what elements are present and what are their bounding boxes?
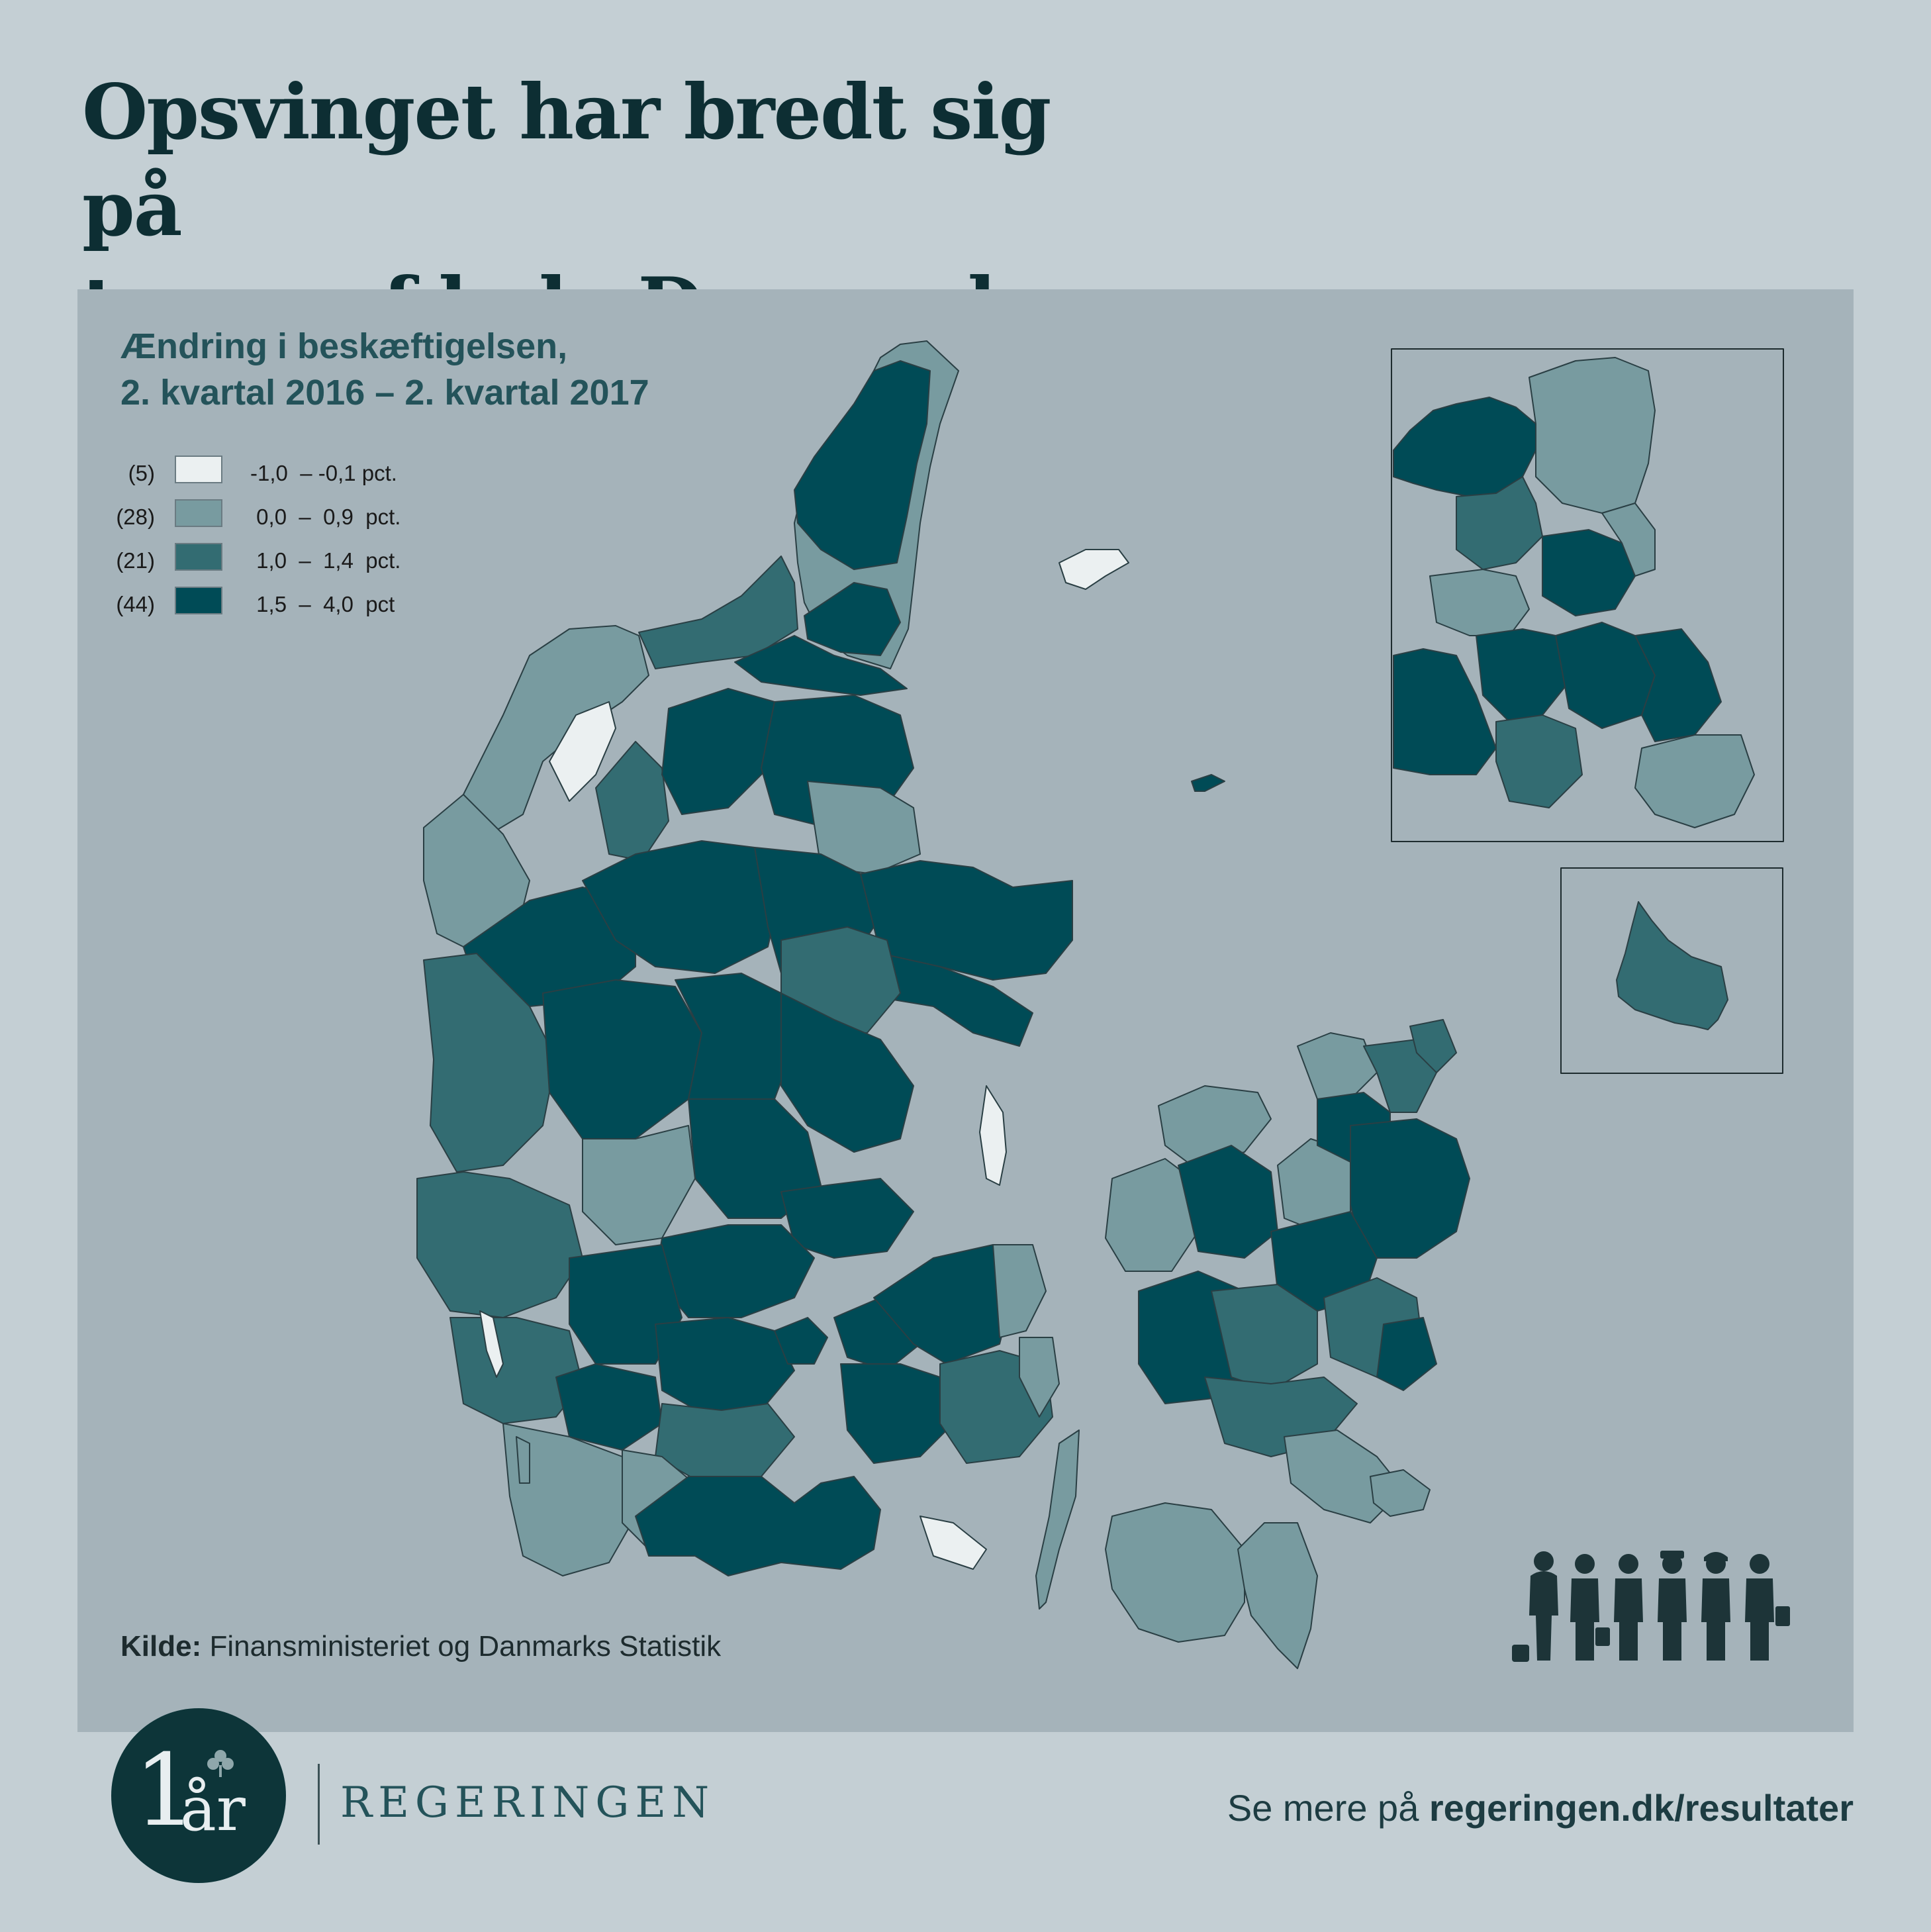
region-kolding — [655, 1317, 795, 1418]
region-mon — [1370, 1469, 1431, 1517]
clover-icon — [207, 1750, 234, 1777]
inset-region-center — [1542, 529, 1636, 616]
inset-region-e1 — [1601, 503, 1656, 577]
logo-number: 1 — [134, 1733, 197, 1849]
region-fjord-band — [734, 635, 908, 696]
legend-swatch — [175, 587, 222, 614]
region-soro-ringsted — [1211, 1284, 1318, 1391]
legend-swatch — [175, 456, 222, 483]
region-fano — [479, 1310, 504, 1378]
legend-count: (21) — [116, 548, 155, 573]
link-url[interactable]: regeringen.dk/resultater — [1429, 1787, 1854, 1829]
legend-count: (44) — [116, 592, 155, 616]
inset-bornholm-frame — [1560, 867, 1783, 1074]
region-north-thy — [638, 555, 798, 669]
map-subtitle: Ændring i beskæftigelsen, 2. kvartal 201… — [120, 323, 649, 416]
region-mors — [549, 701, 616, 802]
region-guldborgsund — [1237, 1522, 1318, 1669]
region-varde — [416, 1171, 583, 1318]
region-herning — [542, 979, 702, 1139]
region-billund — [569, 1244, 683, 1365]
region-lolland — [1105, 1502, 1245, 1643]
legend-swatch — [175, 499, 222, 527]
region-nyborg — [1019, 1337, 1060, 1418]
region-fredensborg-area — [1297, 1032, 1378, 1100]
region-helsingor — [1409, 1019, 1457, 1073]
region-ikast — [582, 1125, 696, 1245]
region-copenhagen-metro — [1350, 1118, 1470, 1259]
region-nordfyn — [992, 1244, 1047, 1338]
region-langeland — [1035, 1429, 1080, 1610]
region-stevns — [1376, 1317, 1437, 1391]
subtitle-line-1: Ændring i beskæftigelsen, — [120, 326, 568, 366]
footer-link[interactable]: Se mere på regeringen.dk/resultater — [1227, 1786, 1854, 1829]
region-aarhus — [780, 992, 914, 1153]
legend-range: 0,0 – 0,9 pct. — [250, 505, 401, 529]
region-aero — [919, 1516, 987, 1570]
inset-region-n — [1529, 357, 1656, 514]
region-fredericia — [774, 1317, 828, 1365]
region-romo — [516, 1436, 530, 1484]
region-tonder — [502, 1423, 636, 1576]
region-bornholm — [1616, 901, 1728, 1030]
org-name: REGERINGEN — [340, 1778, 716, 1827]
region-vejle — [655, 1224, 815, 1318]
region-himmerland-west — [661, 688, 775, 815]
inset-region-w1 — [1429, 569, 1530, 636]
legend-item: (28) 0,0 – 0,9 pct. — [106, 499, 450, 543]
region-north-top — [794, 360, 931, 570]
subtitle-line-2: 2. kvartal 2016 – 2. kvartal 2017 — [120, 373, 649, 412]
region-laeso — [1059, 549, 1129, 590]
region-ringkobing — [423, 953, 557, 1173]
legend-count: (5) — [128, 461, 155, 485]
region-syddjurs — [880, 953, 1033, 1047]
link-prefix: Se mere på — [1227, 1787, 1429, 1829]
region-north-west — [804, 582, 901, 656]
legend-item: (44) 1,5 – 4,0 pct — [106, 587, 450, 630]
region-holbaek — [1178, 1145, 1278, 1259]
logo-word: år — [180, 1774, 246, 1845]
footer-divider — [318, 1764, 320, 1845]
inset-region-s1 — [1476, 628, 1570, 722]
region-thy — [463, 625, 649, 835]
region-kalundborg — [1105, 1158, 1199, 1272]
legend-item: (5) -1,0 – -0,1 pct. — [106, 456, 450, 499]
inset-region-amager — [1634, 734, 1755, 828]
people-icon — [1512, 1551, 1790, 1662]
anniversary-logo: 1 år — [111, 1708, 286, 1883]
region-salling — [595, 741, 669, 861]
region-sonderborg — [635, 1476, 881, 1576]
region-samso — [979, 1085, 1007, 1186]
legend: (5) -1,0 – -0,1 pct. (28) 0,0 – 0,9 pct.… — [106, 456, 450, 630]
legend-count: (28) — [116, 505, 155, 529]
region-odsherred — [1158, 1085, 1272, 1166]
legend-range: 1,0 – 1,4 pct. — [250, 548, 401, 573]
legend-range: -1,0 – -0,1 pct. — [250, 461, 397, 485]
inset-region-s3 — [1495, 714, 1583, 808]
source-text: Finansministeriet og Danmarks Statistik — [201, 1630, 722, 1663]
legend-range: 1,5 – 4,0 pct — [250, 592, 395, 616]
region-anholt — [1191, 774, 1225, 792]
source-note: Kilde: Finansministeriet og Danmarks Sta… — [120, 1630, 721, 1663]
title-line-1: Opsvinget har bredt sig på — [82, 68, 1051, 253]
region-faaborg — [840, 1363, 954, 1464]
legend-item: (21) 1,0 – 1,4 pct. — [106, 543, 450, 587]
inset-copenhagen-frame — [1391, 348, 1784, 842]
legend-swatch — [175, 543, 222, 571]
source-label: Kilde: — [120, 1630, 202, 1663]
